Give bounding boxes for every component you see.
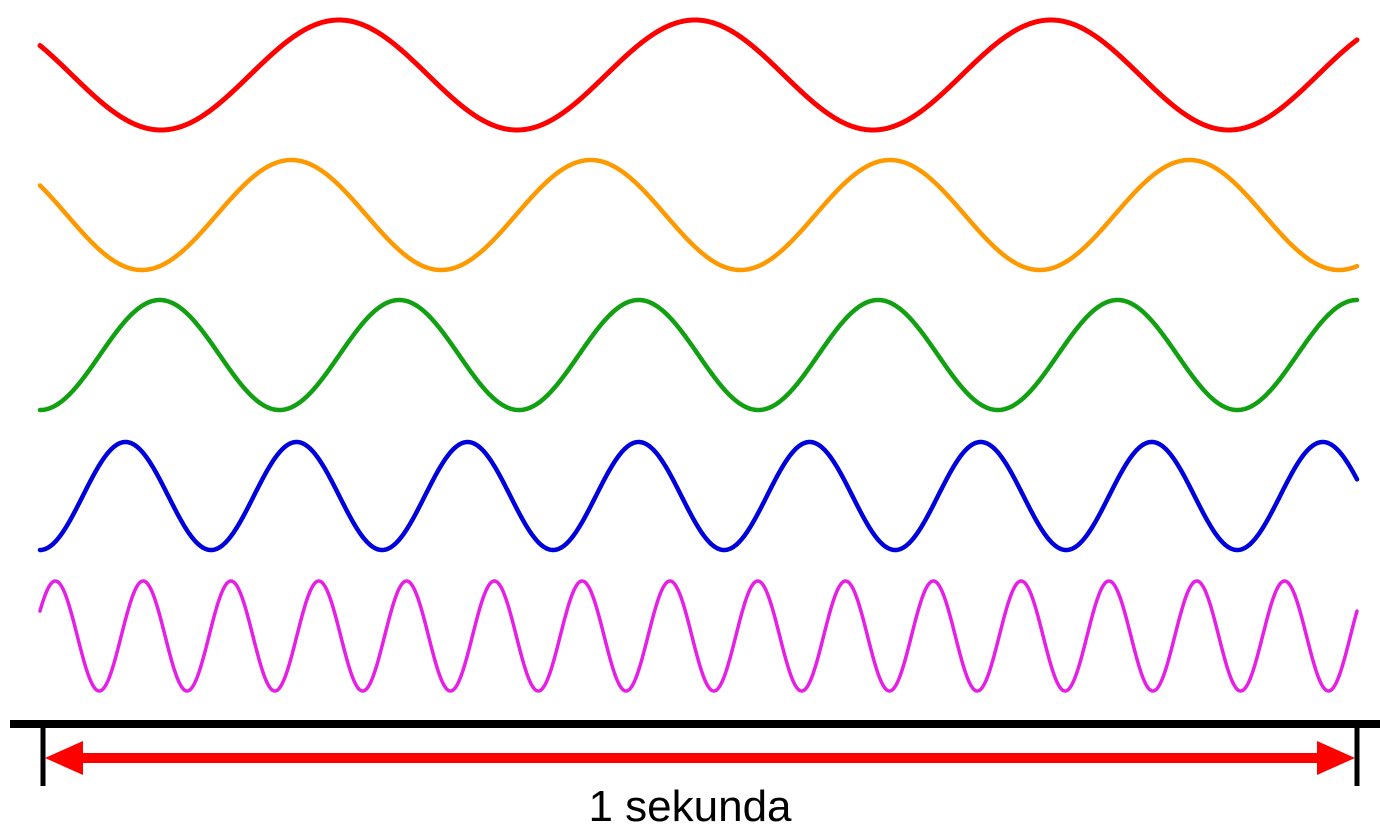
duration-arrow-left-head [45, 741, 83, 775]
sine-wave-1 [37, 17, 1360, 133]
sine-wave-5 [38, 579, 1359, 693]
duration-arrow-right-head [1317, 741, 1355, 775]
timeline [10, 720, 1380, 786]
sine-wave-3 [37, 297, 1360, 413]
sine-wave-2 [37, 157, 1360, 273]
waves-group [37, 17, 1360, 693]
sine-wave-4 [37, 439, 1360, 553]
duration-label: 1 sekunda [588, 782, 792, 831]
